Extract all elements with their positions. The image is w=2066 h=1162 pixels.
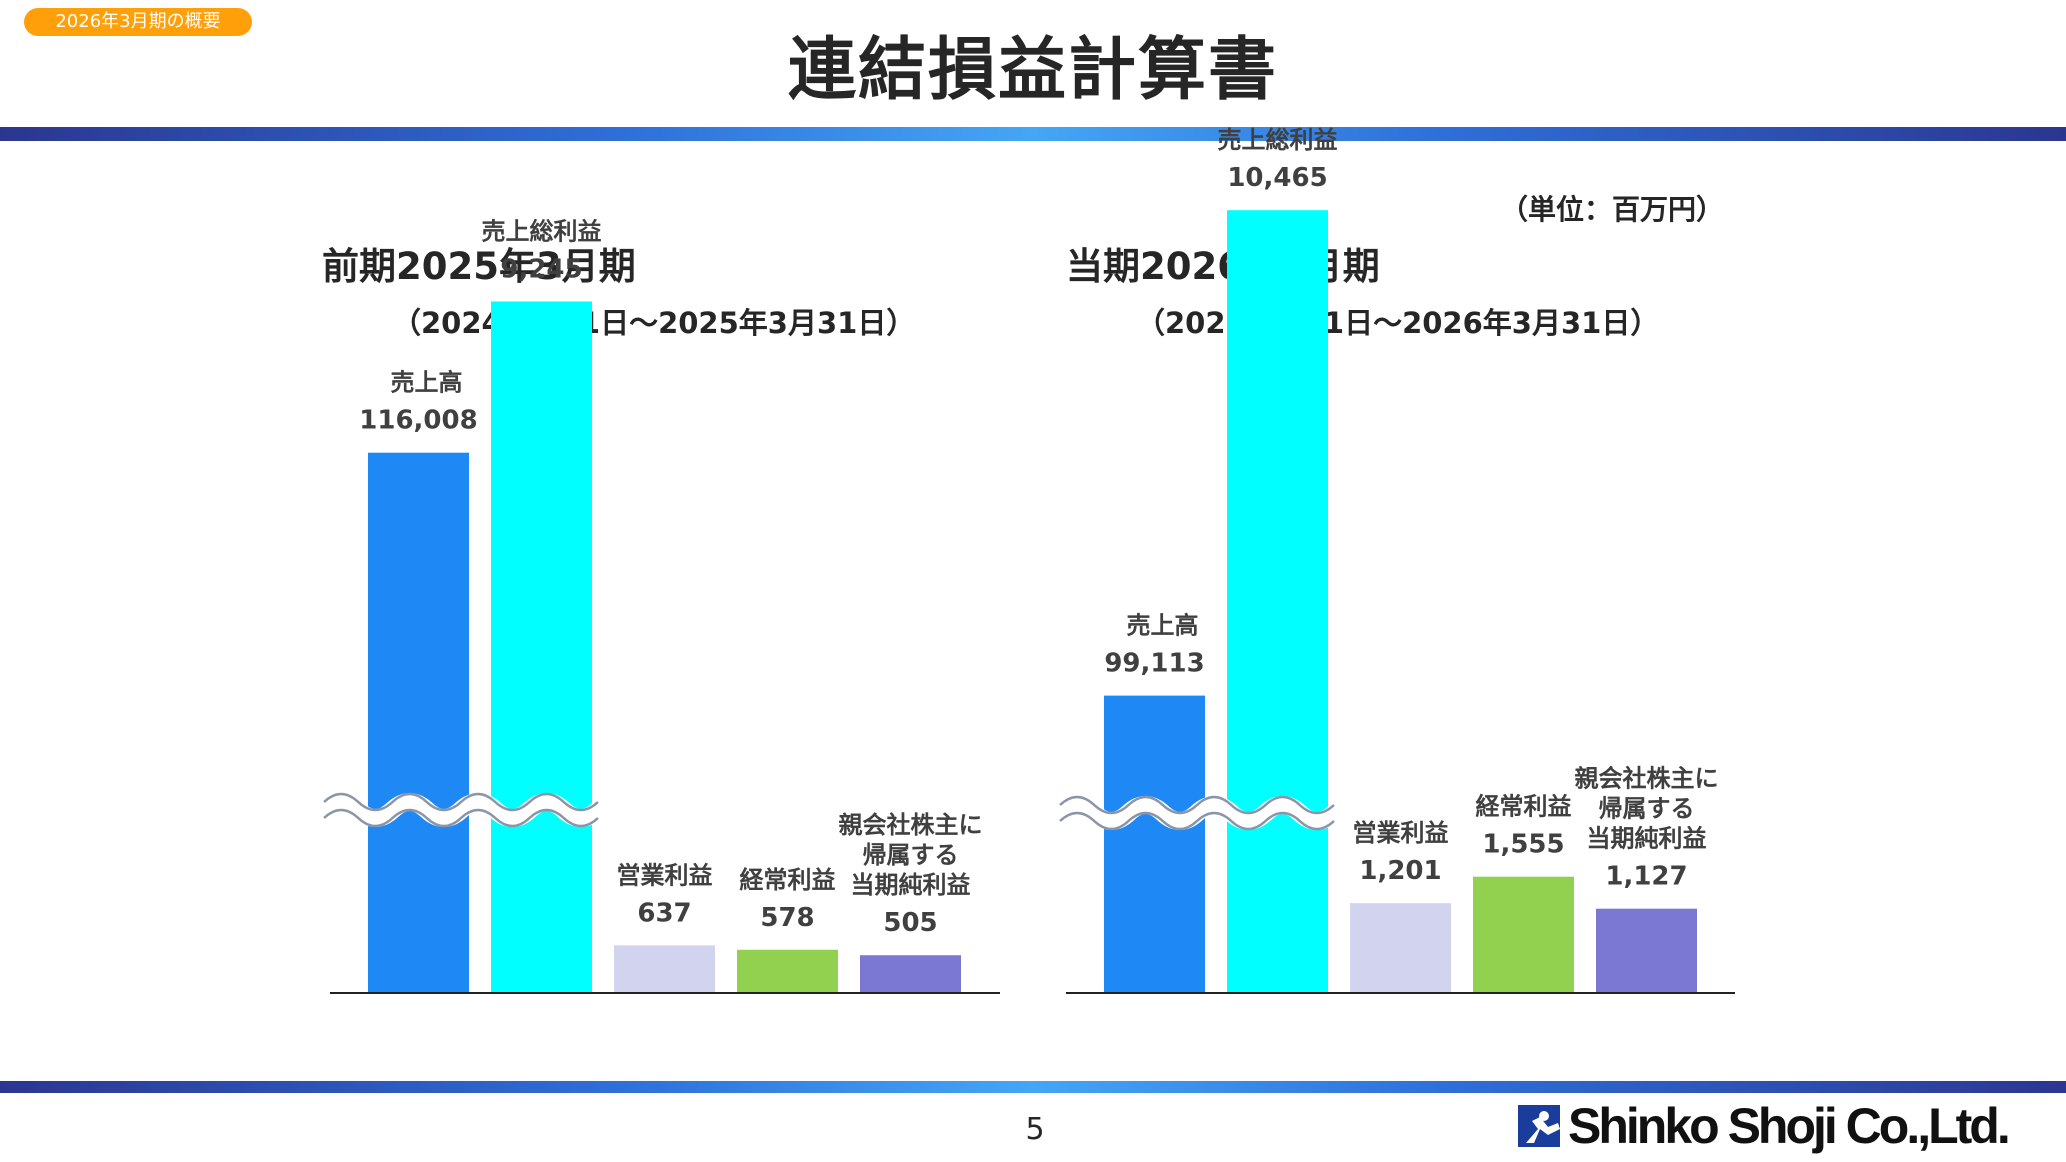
bar bbox=[1350, 903, 1451, 993]
category-label: 売上高 bbox=[1127, 612, 1199, 640]
bar bbox=[614, 945, 715, 993]
category-label: 売上総利益 bbox=[482, 217, 602, 245]
category-label: 営業利益 bbox=[1353, 819, 1449, 847]
bar-value-label: 9,245 bbox=[500, 254, 582, 284]
axis-break-line bbox=[323, 792, 599, 812]
category-label: 経常利益 bbox=[740, 866, 836, 894]
bar bbox=[737, 949, 838, 993]
chart-current: 99,113 売上高 10,465 売上総利益 1,201 営業利益 1,555 経常利益 1,… bbox=[1051, 126, 1735, 994]
bar-value-label: 116,008 bbox=[359, 406, 477, 436]
axis-break-line bbox=[323, 808, 599, 828]
axis-break-line bbox=[1059, 811, 1335, 831]
header-band bbox=[0, 127, 2066, 141]
bar bbox=[368, 452, 469, 993]
bar bbox=[491, 301, 592, 993]
category-label: 経常利益 bbox=[1476, 793, 1572, 821]
bar-value-label: 99,113 bbox=[1104, 649, 1204, 679]
category-label: 売上総利益 bbox=[1218, 126, 1338, 154]
category-label: 親会社株主に bbox=[839, 811, 983, 839]
shinko-logo-icon bbox=[1518, 1105, 1560, 1147]
axis-break-gap bbox=[315, 793, 607, 827]
category-label: 帰属する bbox=[1599, 795, 1695, 823]
bar bbox=[1227, 210, 1328, 993]
category-label: 当期純利益 bbox=[1587, 825, 1707, 853]
bar-value-label: 1,555 bbox=[1482, 830, 1564, 860]
section-tag: 2026年3月期の概要 bbox=[24, 8, 252, 36]
bar-value-label: 505 bbox=[883, 908, 937, 938]
bar-value-label: 637 bbox=[637, 898, 691, 928]
unit-note: （単位：百万円） bbox=[1500, 193, 1725, 226]
bar bbox=[1104, 695, 1205, 993]
axis-break-gap bbox=[1051, 796, 1343, 830]
category-label: 売上高 bbox=[391, 369, 463, 397]
bar-value-label: 1,127 bbox=[1605, 862, 1687, 892]
category-label: 親会社株主に bbox=[1575, 765, 1719, 793]
category-label: 当期純利益 bbox=[851, 871, 971, 899]
bar-value-label: 578 bbox=[760, 903, 814, 933]
bar bbox=[860, 955, 961, 993]
company-logo-text: Shinko Shoji Co.,Ltd. bbox=[1568, 1098, 2011, 1154]
footer-band bbox=[0, 1081, 2066, 1093]
bar bbox=[1473, 876, 1574, 993]
period-title-previous: 前期2025年3月期 bbox=[322, 245, 636, 288]
bar-value-label: 1,201 bbox=[1359, 856, 1441, 886]
axis-break-line bbox=[1059, 795, 1335, 815]
category-label: 営業利益 bbox=[617, 861, 713, 889]
page-number: 5 bbox=[1025, 1112, 1045, 1147]
bar-value-label: 10,465 bbox=[1227, 163, 1327, 193]
chart-previous: 116,008 売上高 9,245 売上総利益 637 営業利益 578 経常利益 505 親会社… bbox=[315, 217, 1000, 994]
company-logo: Shinko Shoji Co.,Ltd. bbox=[1518, 1098, 2011, 1154]
page-title: 連結損益計算書 bbox=[787, 31, 1278, 110]
category-label: 帰属する bbox=[863, 841, 959, 869]
period-range-current: （2025年4月1日～2026年3月31日） bbox=[1136, 306, 1660, 340]
period-range-previous: （2024年4月1日～2025年3月31日） bbox=[392, 306, 916, 340]
bar bbox=[1596, 908, 1697, 993]
